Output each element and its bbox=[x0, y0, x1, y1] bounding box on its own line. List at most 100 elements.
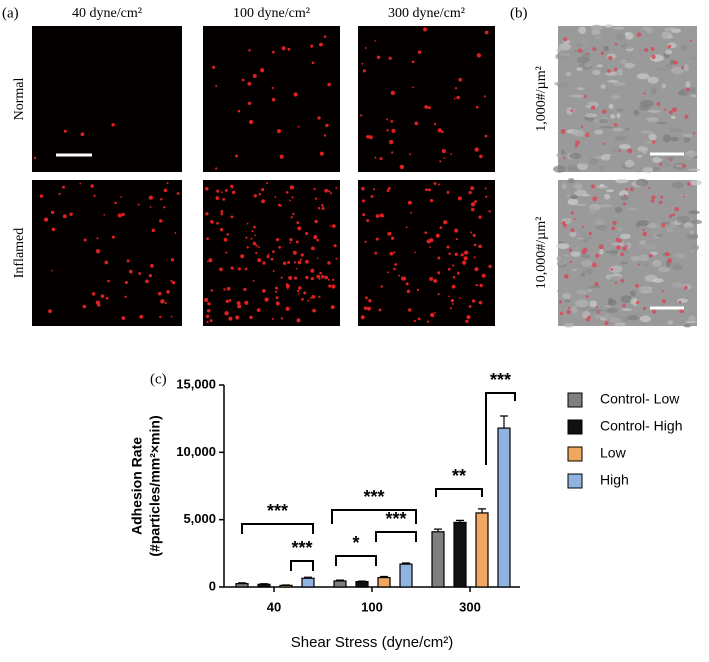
cell bbox=[604, 46, 609, 52]
cell bbox=[553, 166, 565, 173]
particle bbox=[648, 186, 650, 188]
particle bbox=[448, 295, 450, 297]
cell bbox=[589, 207, 595, 214]
particle bbox=[254, 194, 257, 197]
particle bbox=[470, 186, 474, 190]
particle bbox=[150, 206, 152, 208]
particle bbox=[129, 270, 133, 274]
particle bbox=[145, 280, 149, 284]
significance-label: * bbox=[352, 533, 359, 553]
particle bbox=[668, 258, 673, 263]
particle bbox=[360, 114, 362, 116]
bar bbox=[378, 578, 390, 587]
particle bbox=[361, 315, 365, 319]
particle bbox=[152, 229, 156, 233]
cell bbox=[571, 306, 578, 314]
particle bbox=[312, 62, 315, 65]
particle bbox=[389, 252, 393, 256]
error-bar bbox=[358, 581, 366, 582]
micrograph bbox=[358, 26, 495, 172]
particle bbox=[604, 321, 608, 325]
particle bbox=[297, 318, 301, 322]
particle bbox=[450, 307, 452, 309]
particle bbox=[160, 299, 164, 303]
particle bbox=[219, 267, 223, 271]
cell bbox=[563, 192, 570, 199]
particle bbox=[472, 299, 475, 302]
significance-label: *** bbox=[490, 370, 511, 390]
particle bbox=[369, 135, 373, 139]
particle bbox=[682, 164, 685, 167]
particle bbox=[367, 307, 371, 311]
cell bbox=[568, 178, 575, 183]
particle bbox=[310, 269, 314, 273]
particle bbox=[312, 295, 316, 299]
cell bbox=[576, 44, 583, 47]
particle bbox=[333, 244, 336, 247]
y-tick-label: 5,000 bbox=[183, 511, 216, 526]
particle bbox=[374, 157, 376, 159]
cell bbox=[598, 165, 605, 171]
particle bbox=[674, 207, 679, 212]
particle bbox=[569, 261, 571, 263]
particle bbox=[448, 253, 450, 255]
particle bbox=[630, 187, 634, 191]
particle bbox=[275, 291, 277, 293]
significance-bracket bbox=[376, 532, 416, 542]
cell bbox=[611, 95, 620, 100]
cell bbox=[562, 183, 567, 189]
particle bbox=[664, 109, 666, 111]
cell bbox=[617, 227, 622, 232]
particle bbox=[437, 256, 440, 259]
cell bbox=[656, 95, 669, 98]
particle bbox=[127, 259, 130, 262]
particle bbox=[474, 256, 476, 258]
particle bbox=[310, 45, 313, 48]
cell bbox=[581, 270, 591, 273]
cell bbox=[557, 82, 569, 89]
particle bbox=[406, 226, 408, 228]
particle bbox=[407, 290, 410, 293]
particle bbox=[479, 301, 483, 305]
particle bbox=[596, 306, 598, 308]
particle bbox=[324, 35, 327, 38]
particle bbox=[570, 109, 573, 112]
particle bbox=[643, 232, 648, 237]
cell bbox=[624, 63, 634, 69]
particle bbox=[387, 232, 391, 236]
particle bbox=[63, 214, 67, 218]
particle bbox=[434, 312, 436, 314]
particle bbox=[563, 37, 567, 41]
particle bbox=[164, 189, 168, 193]
cell bbox=[652, 260, 661, 267]
particle bbox=[330, 225, 332, 227]
particle bbox=[235, 315, 239, 319]
particle bbox=[471, 202, 475, 206]
particle bbox=[414, 320, 416, 322]
significance-bracket bbox=[242, 524, 313, 534]
particle bbox=[317, 116, 320, 119]
cell bbox=[564, 299, 571, 302]
particle bbox=[575, 144, 578, 147]
x-tick-label: 300 bbox=[459, 599, 481, 614]
particle bbox=[624, 194, 626, 196]
particle bbox=[138, 204, 140, 206]
particle bbox=[251, 230, 253, 232]
particle bbox=[171, 316, 173, 318]
particle bbox=[294, 277, 297, 280]
particle bbox=[374, 252, 377, 255]
cell bbox=[615, 136, 627, 141]
particle bbox=[93, 195, 95, 197]
cell bbox=[630, 256, 640, 261]
particle bbox=[474, 267, 478, 271]
particle bbox=[485, 31, 489, 35]
particle bbox=[103, 214, 105, 216]
cell bbox=[684, 324, 691, 327]
cell bbox=[569, 153, 581, 159]
bar bbox=[334, 581, 346, 587]
cell bbox=[619, 144, 631, 149]
particle bbox=[651, 199, 655, 203]
particle bbox=[328, 285, 331, 288]
particle bbox=[166, 290, 170, 294]
particle bbox=[469, 191, 472, 194]
